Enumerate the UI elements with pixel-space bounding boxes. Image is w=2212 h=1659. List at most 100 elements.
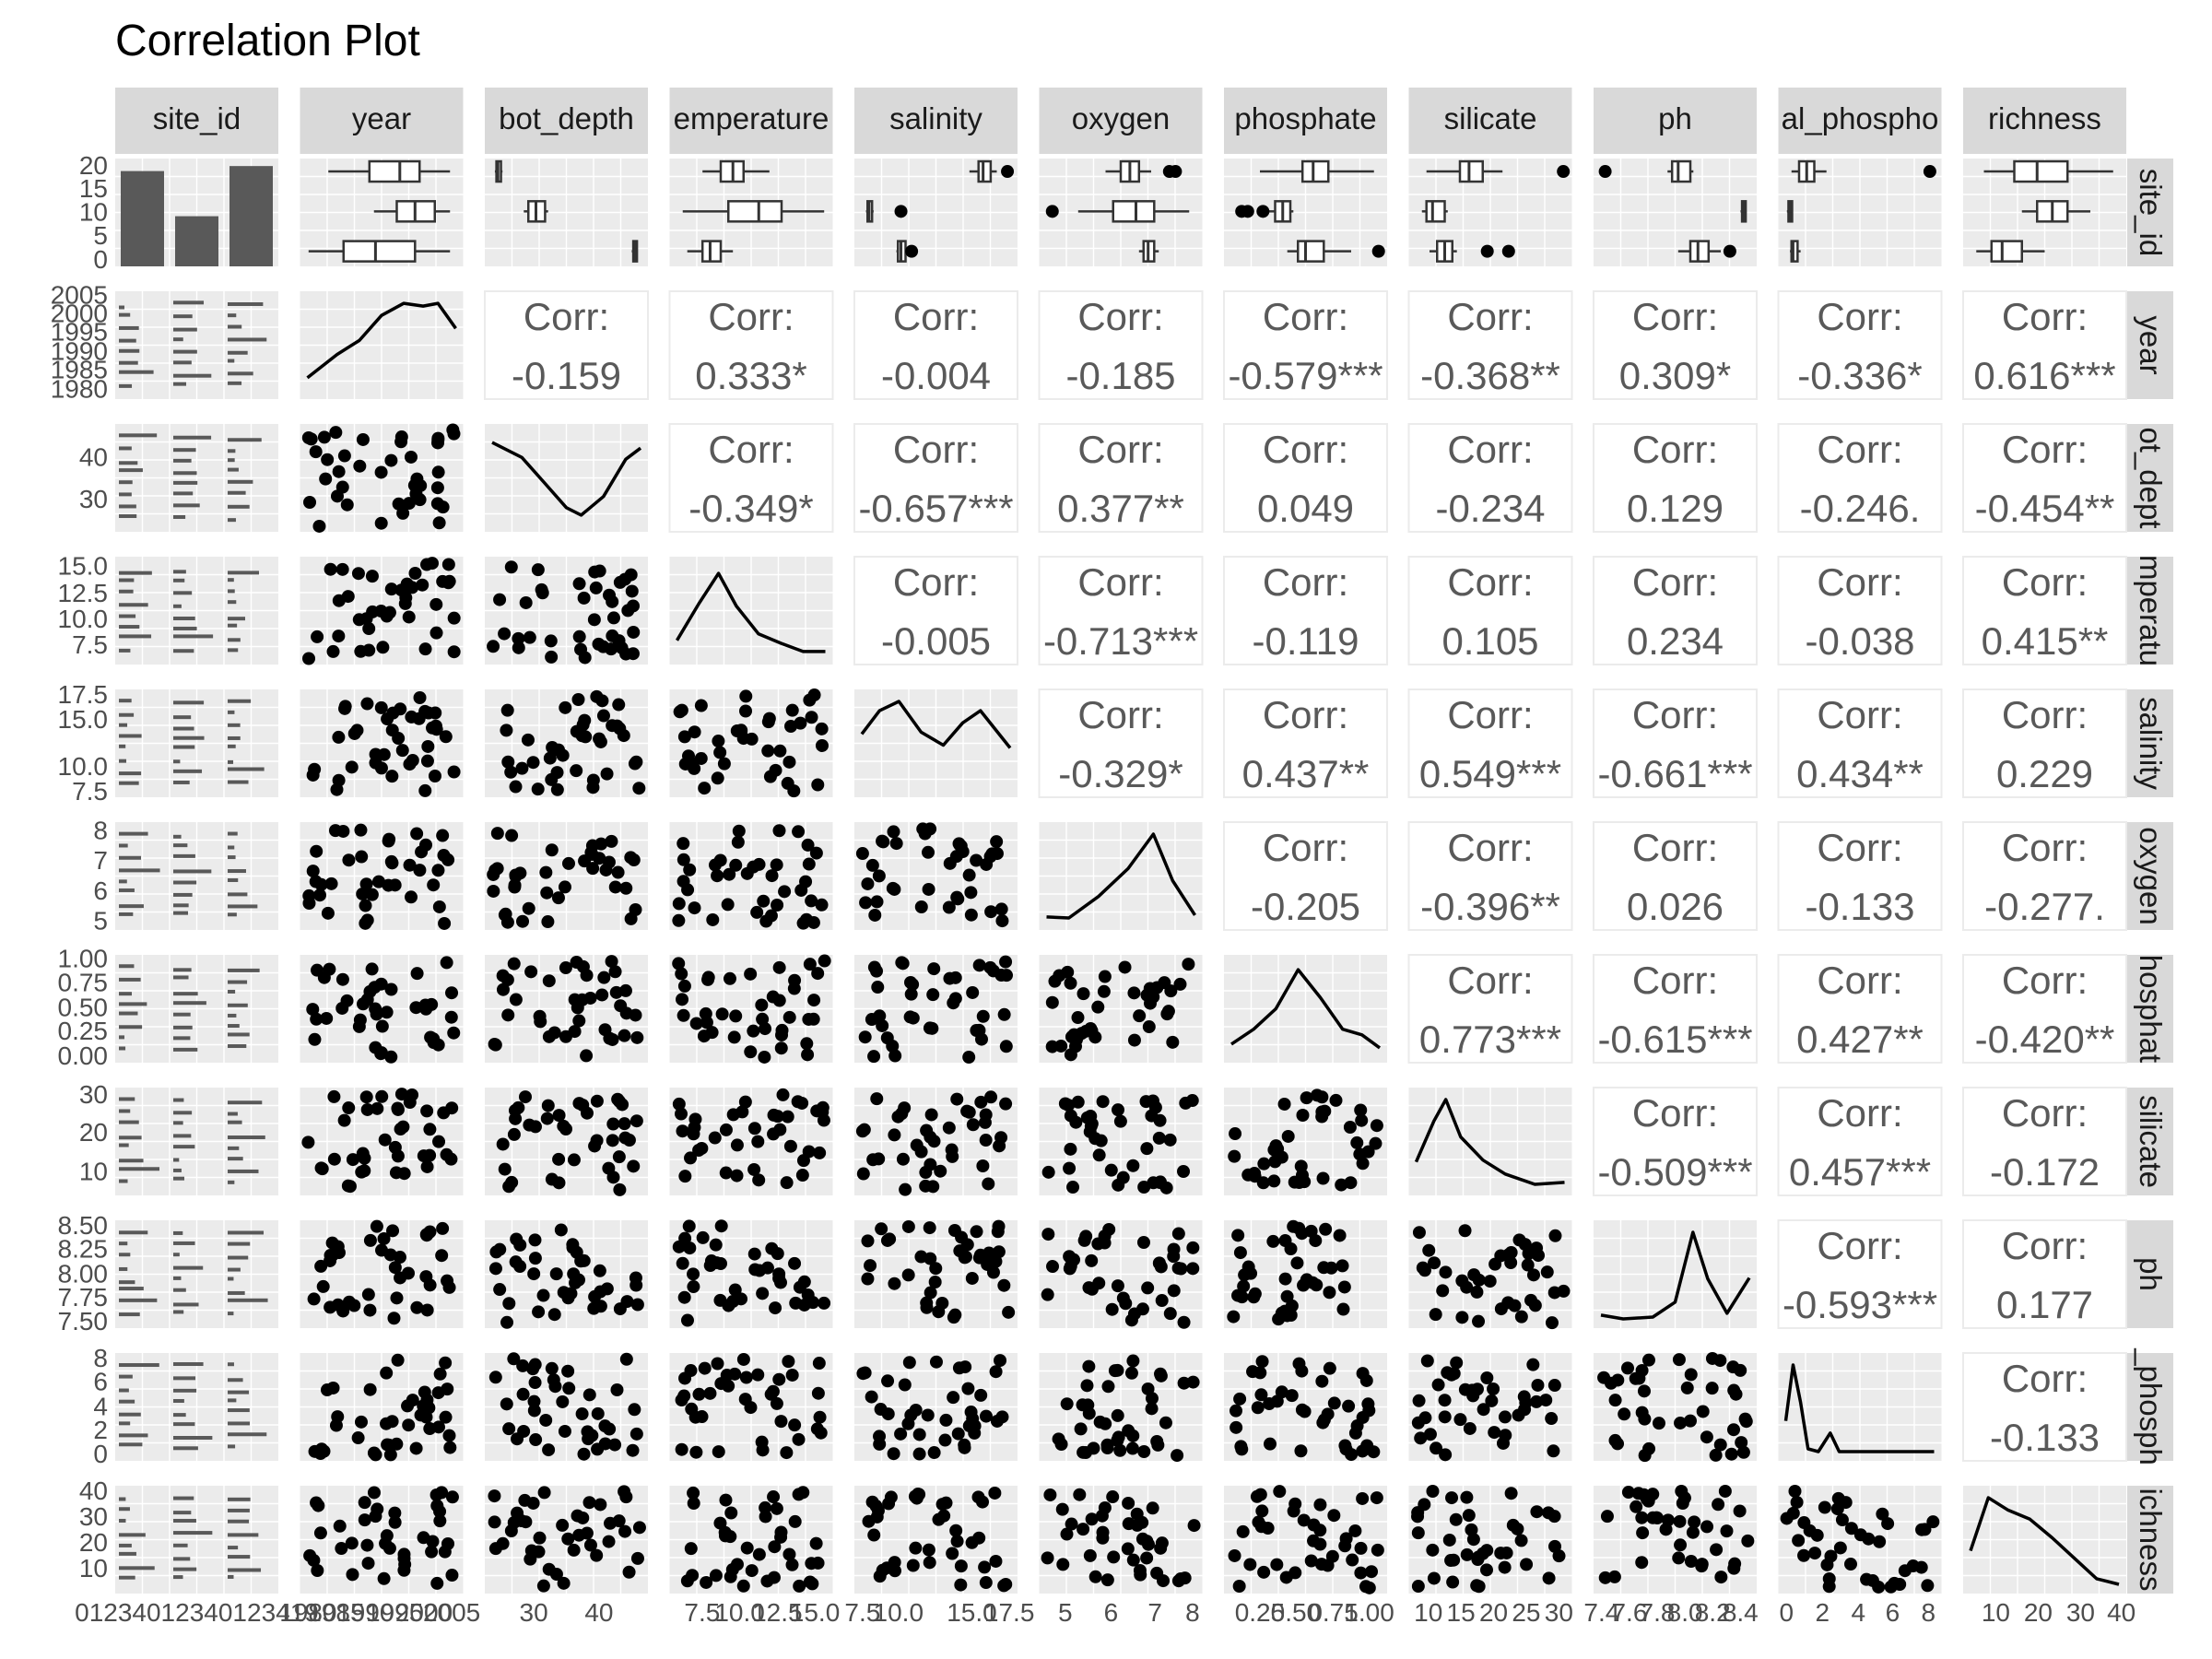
scatter-point <box>1422 1243 1436 1257</box>
facet-histogram-bar <box>173 604 182 608</box>
scatter-point <box>418 704 432 718</box>
scatter-point <box>502 1297 516 1311</box>
scatter-point <box>1818 1500 1831 1514</box>
panel-site_id-phosphate <box>1224 159 1387 266</box>
y-tick-label: 8.50 <box>58 1211 109 1240</box>
facet-histogram-bar <box>228 1312 234 1316</box>
corr-label: Corr: <box>524 295 609 338</box>
scatter-point <box>612 634 626 648</box>
scatter-point <box>1547 1379 1561 1393</box>
scatter-point <box>710 1256 724 1270</box>
panel-year-oxygen: Corr:-0.185 <box>1038 290 1204 400</box>
facet-histogram-bar <box>228 1169 259 1173</box>
x-tick-label: 17.5 <box>984 1598 1035 1627</box>
scatter-point <box>810 1104 824 1118</box>
facet-histogram-bar <box>119 1167 159 1171</box>
scatter-point <box>307 1292 321 1306</box>
corr-label: Corr: <box>708 428 794 471</box>
scatter-point <box>368 981 382 994</box>
corr-panel-frame <box>1777 290 1943 400</box>
scatter-point <box>873 1570 887 1583</box>
facet-histogram-bar <box>228 1398 237 1403</box>
scatter-point <box>425 1545 439 1559</box>
facet-histogram-bar <box>173 1557 191 1561</box>
corr-value: 0.129 <box>1627 487 1724 530</box>
scatter-point <box>350 724 364 737</box>
scatter-point <box>718 1529 732 1543</box>
scatter-point <box>406 1394 419 1407</box>
facet-histogram-bar <box>119 603 148 607</box>
scatter-point <box>533 1531 547 1545</box>
panel-site_id-site_id <box>115 159 278 266</box>
scatter-point <box>587 613 601 627</box>
scatter-point <box>1597 1371 1611 1384</box>
row-strip-richness <box>2127 1486 2173 1594</box>
scatter-point <box>1232 1580 1246 1594</box>
facet-histogram-bar <box>228 1157 243 1161</box>
facet-histogram-bar <box>173 968 192 972</box>
scatter-point <box>1835 1513 1849 1527</box>
panel-oxygen-salinity <box>854 822 1018 930</box>
scatter-point <box>788 1418 802 1432</box>
scatter-point <box>1545 1412 1559 1426</box>
scatter-point <box>427 878 441 892</box>
scatter-point <box>1043 1488 1057 1501</box>
scatter-point <box>436 829 450 842</box>
scatter-point <box>1098 970 1112 983</box>
corr-label: Corr: <box>1263 428 1348 471</box>
panel-silicate-richness: Corr:-0.172 <box>1962 1087 2127 1196</box>
scatter-point <box>371 875 385 888</box>
scatter-point <box>567 1267 581 1281</box>
scatter-point <box>431 1038 445 1052</box>
scatter-point <box>672 897 686 911</box>
scatter-point <box>632 1521 646 1535</box>
scatter-point <box>340 994 354 1007</box>
scatter-point <box>800 1037 814 1051</box>
scatter-point <box>370 1219 383 1233</box>
facet-histogram-bar <box>119 370 154 374</box>
scatter-point <box>1346 1553 1359 1567</box>
scatter-point <box>1635 1556 1649 1570</box>
scatter-point <box>1288 1497 1302 1511</box>
scatter-point <box>549 1567 563 1581</box>
scatter-point <box>420 1303 434 1317</box>
scatter-point <box>1335 1259 1349 1273</box>
corr-label: Corr: <box>2002 693 2088 736</box>
panel-total_phosphorus-richness: Corr:-0.133 <box>1962 1352 2127 1462</box>
scatter-point <box>1808 1547 1822 1560</box>
scatter-point <box>904 987 918 1001</box>
x-tick-label: 40 <box>584 1598 613 1627</box>
scatter-point <box>695 1410 709 1424</box>
scatter-point <box>594 1300 607 1313</box>
scatter-point <box>675 1394 688 1407</box>
scatter-point <box>570 724 583 738</box>
scatter-point <box>423 1422 437 1436</box>
scatter-point <box>1000 969 1014 982</box>
scatter-point <box>767 1490 781 1504</box>
scatter-point <box>708 1131 722 1145</box>
y-tick-label: 5 <box>93 907 108 935</box>
scatter-point <box>712 1445 725 1459</box>
scatter-point <box>902 1356 916 1370</box>
scatter-point <box>676 1256 689 1270</box>
corr-value: -0.657*** <box>858 487 1013 530</box>
scatter-point <box>324 1249 337 1263</box>
panel-ph-temperature <box>669 1219 833 1328</box>
panel-salinity-ph: Corr:-0.661*** <box>1593 688 1758 798</box>
facet-histogram-bar <box>119 571 152 575</box>
row-strip-label: salinity <box>2134 697 2168 790</box>
scatter-point <box>1292 1221 1306 1235</box>
scatter-point <box>498 908 512 922</box>
panel-phosphate-total_phosphorus: Corr:0.427** <box>1777 954 1943 1064</box>
scatter-point <box>436 1221 450 1235</box>
scatter-point <box>1598 1571 1612 1584</box>
scatter-point <box>397 1551 411 1565</box>
scatter-point <box>942 900 956 914</box>
scatter-point <box>1718 1484 1732 1498</box>
scatter-point <box>332 465 346 478</box>
scatter-point <box>732 824 746 838</box>
scatter-point <box>1540 1265 1554 1279</box>
scatter-point <box>308 1032 322 1046</box>
facet-histogram-bar <box>228 617 246 621</box>
scatter-point <box>332 629 346 643</box>
